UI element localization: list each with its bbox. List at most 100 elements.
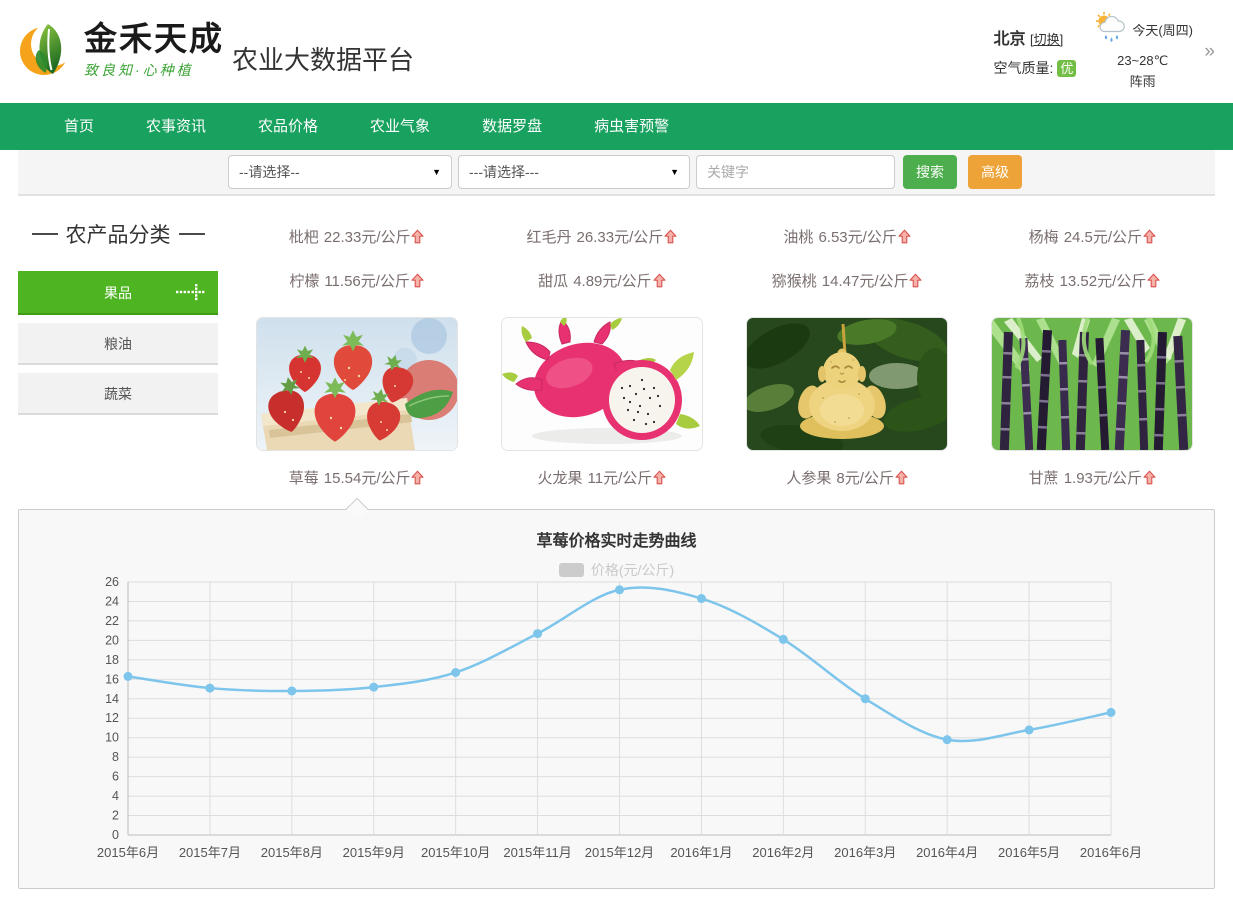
logo-slogan: 致良知·心种植: [84, 61, 194, 78]
price-up-icon: [653, 470, 666, 485]
price-ticker[interactable]: 油桃 6.53元/公斤: [725, 216, 970, 260]
caption-ginseng-fruit: 人参果 8元/公斤: [725, 467, 970, 488]
price-up-icon: [1147, 273, 1160, 288]
svg-text:2016年1月: 2016年1月: [670, 845, 732, 860]
weather-desc: 阵雨: [1129, 73, 1156, 89]
sidebar-item-grain-oil[interactable]: 粮油: [18, 323, 218, 365]
weather-temp: 23~28℃: [1117, 53, 1169, 69]
sugar-cane-image[interactable]: [992, 318, 1193, 450]
nav-item-home[interactable]: 首页: [64, 118, 95, 135]
nav-item-farm-news[interactable]: 农事资讯: [146, 118, 207, 135]
price-up-icon: [411, 273, 424, 288]
svg-text:2015年10月: 2015年10月: [421, 845, 490, 860]
logo-leaf-icon: [18, 20, 76, 83]
svg-text:2015年8月: 2015年8月: [261, 845, 323, 860]
price-ticker[interactable]: 枇杷 22.33元/公斤: [234, 216, 479, 260]
price-up-icon: [664, 229, 677, 244]
sidebar-title: 农产品分类: [18, 212, 218, 256]
price-up-icon: [909, 273, 923, 288]
sidebar-item-fruit[interactable]: 果品: [18, 271, 218, 315]
svg-text:2015年7月: 2015年7月: [179, 845, 241, 860]
select-arrow-icon: ▼: [670, 167, 679, 177]
header: 金禾天成 致良知·心种植 农业大数据平台 北京 [切换] 空气质量: 优: [0, 0, 1233, 103]
svg-text:16: 16: [105, 672, 119, 686]
advanced-button[interactable]: 高级: [968, 155, 1022, 189]
price-ticker-grid: 枇杷 22.33元/公斤 红毛丹 26.33元/公斤 油桃 6.53元/公斤 杨梅 24…: [234, 216, 1215, 304]
dragon-fruit-image[interactable]: [501, 318, 702, 450]
sidebar-item-vegetables[interactable]: 蔬菜: [18, 373, 218, 415]
chart-title: 草莓价格实时走势曲线: [536, 533, 697, 550]
dotted-arrow-icon: [176, 284, 205, 301]
price-up-icon: [895, 470, 908, 485]
price-up-icon: [1143, 470, 1156, 485]
svg-text:0: 0: [112, 828, 119, 842]
price-trend-panel: 草莓价格实时走势曲线 价格(元/公斤) 0 2 4 6 8 10 12 14 16 18 20 22 2…: [18, 497, 1215, 889]
svg-text:18: 18: [105, 653, 119, 667]
nav-item-produce-price[interactable]: 农品价格: [258, 118, 319, 135]
price-ticker[interactable]: 猕猴桃 14.47元/公斤: [725, 260, 970, 304]
category-sidebar: 农产品分类 果品 粮油 蔬菜: [18, 212, 218, 488]
svg-text:14: 14: [105, 692, 119, 706]
price-up-icon: [653, 273, 666, 288]
caption-sugar-cane: 甘蔗 1.93元/公斤: [970, 467, 1215, 488]
svg-text:2015年9月: 2015年9月: [343, 845, 405, 860]
select-arrow-icon: ▼: [432, 167, 441, 177]
svg-text:24: 24: [105, 594, 119, 608]
nav-item-agri-weather[interactable]: 农业气象: [370, 118, 431, 135]
price-ticker[interactable]: 杨梅 24.5元/公斤: [970, 216, 1215, 260]
title-dash: [178, 233, 205, 235]
svg-text:2016年6月: 2016年6月: [1080, 845, 1142, 860]
svg-text:26: 26: [105, 575, 119, 589]
price-ticker[interactable]: 柠檬 11.56元/公斤: [234, 260, 479, 304]
strawberry-image[interactable]: [256, 318, 457, 450]
site-title: 农业大数据平台: [232, 45, 415, 75]
svg-text:20: 20: [105, 633, 119, 647]
keyword-input[interactable]: [696, 155, 895, 189]
ginseng-fruit-image[interactable]: [747, 318, 948, 450]
price-ticker[interactable]: 甜瓜 4.89元/公斤: [479, 260, 724, 304]
logo-title: 金禾天成: [84, 22, 224, 59]
price-up-icon: [1143, 229, 1156, 244]
category-select[interactable]: --请选择-- ▼: [228, 155, 452, 189]
caption-strawberry: 草莓 15.54元/公斤: [234, 467, 479, 488]
svg-text:12: 12: [105, 711, 119, 725]
weather-day: 今天(周四): [1132, 23, 1193, 39]
product-image-row: [234, 318, 1215, 450]
price-up-icon: [898, 229, 911, 244]
air-quality-badge: 优: [1057, 59, 1077, 77]
nav-item-pest-warning[interactable]: 病虫害预警: [594, 118, 670, 135]
price-ticker[interactable]: 红毛丹 26.33元/公斤: [479, 216, 724, 260]
city-label: 北京: [993, 30, 1026, 48]
nav-item-data-compass[interactable]: 数据罗盘: [482, 118, 543, 135]
svg-text:10: 10: [105, 731, 119, 745]
search-button[interactable]: 搜索: [903, 155, 957, 189]
product-caption-row: 草莓 15.54元/公斤 火龙果 11元/公斤 人参果 8元/公斤 甘蔗 1.93元/公…: [234, 467, 1215, 488]
search-bar: --请选择-- ▼ ---请选择--- ▼ 搜索 高级: [18, 150, 1215, 196]
caption-dragon-fruit: 火龙果 11元/公斤: [479, 467, 724, 488]
svg-text:2015年12月: 2015年12月: [585, 845, 654, 860]
svg-text:6: 6: [112, 770, 119, 784]
svg-text:2016年4月: 2016年4月: [916, 845, 978, 860]
switch-city-link[interactable]: [切换]: [1030, 31, 1064, 47]
legend-swatch: [558, 563, 584, 577]
subcategory-select[interactable]: ---请选择--- ▼: [458, 155, 690, 189]
weather-shower-icon: [1092, 11, 1130, 51]
title-dash: [31, 233, 58, 235]
svg-text:2016年2月: 2016年2月: [752, 845, 814, 860]
logo[interactable]: 金禾天成 致良知·心种植: [18, 20, 224, 83]
chart-legend[interactable]: 价格(元/公斤): [19, 560, 1214, 580]
weather-more-chevron[interactable]: »: [1204, 41, 1215, 63]
svg-text:2015年6月: 2015年6月: [97, 845, 159, 860]
svg-text:4: 4: [112, 789, 119, 803]
svg-text:8: 8: [112, 750, 119, 764]
svg-text:2: 2: [112, 809, 119, 823]
svg-text:22: 22: [105, 614, 119, 628]
legend-label: 价格(元/公斤): [590, 562, 675, 578]
svg-text:2016年5月: 2016年5月: [998, 845, 1060, 860]
main-nav: 首页 农事资讯 农品价格 农业气象 数据罗盘 病虫害预警: [0, 103, 1233, 150]
weather-widget: 北京 [切换] 空气质量: 优: [994, 11, 1215, 91]
svg-text:2015年11月: 2015年11月: [503, 845, 571, 860]
price-ticker[interactable]: 荔枝 13.52元/公斤: [970, 260, 1215, 304]
svg-text:2016年3月: 2016年3月: [834, 845, 896, 860]
air-quality-label: 空气质量:: [993, 59, 1054, 76]
